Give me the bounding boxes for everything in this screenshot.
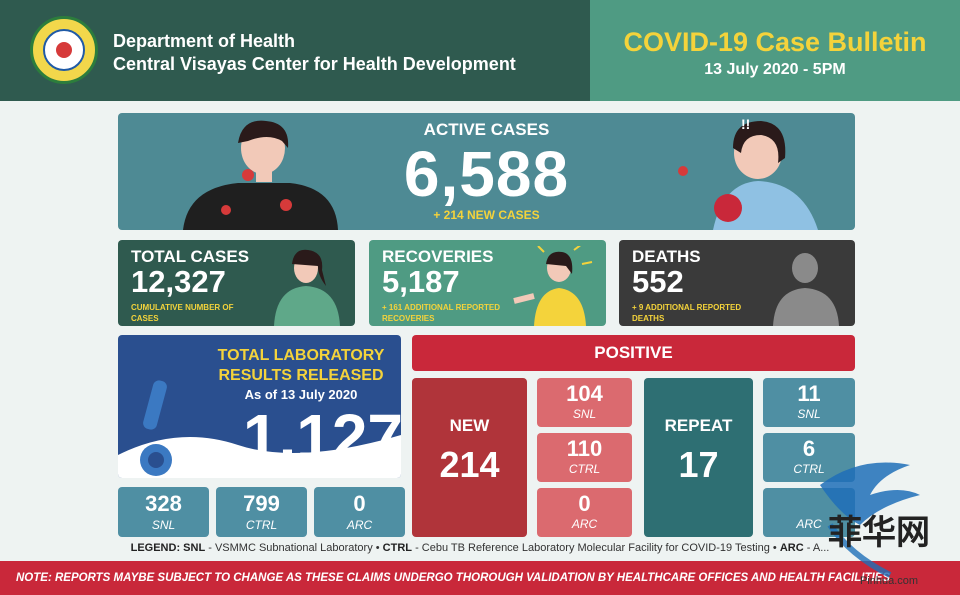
positive-new-label: NEW — [449, 416, 490, 435]
total-cases-card: TOTAL CASES 12,327 CUMULATIVE NUMBER OF … — [118, 240, 355, 326]
watermark-url: Pinhua.com — [860, 575, 919, 587]
deaths-value: 552 — [632, 264, 684, 299]
bulletin-date: 13 July 2020 - 5PM — [704, 61, 846, 78]
bulletin-header — [590, 0, 960, 101]
doh-seal-icon — [30, 16, 98, 84]
total-cases-note: CUMULATIVE NUMBER OF CASES — [131, 303, 234, 323]
legend-ctrl-key: CTRL — [382, 542, 412, 554]
lab-results-panel: TOTAL LABORATORY RESULTS RELEASED As of … — [118, 335, 401, 478]
positive-new-value: 214 — [439, 444, 500, 485]
org-name: Department of Health — [113, 31, 296, 51]
lab-ctrl-value: 799 — [243, 491, 280, 516]
person-silhouette-illustration — [773, 253, 839, 326]
lab-arc-value: 0 — [353, 491, 366, 516]
legend-title: LEGEND: — [130, 542, 181, 554]
footer-note: NOTE: REPORTS MAYBE SUBJECT TO CHANGE AS… — [0, 561, 960, 595]
deaths-label: DEATHS — [632, 247, 701, 266]
positive-repeat-label: REPEAT — [664, 416, 733, 435]
active-cases-label: ACTIVE CASES — [423, 120, 550, 139]
new-ctrl-tile: 110 CTRL — [537, 433, 632, 482]
sick-person-illustration — [183, 120, 338, 230]
positive-repeat-tile: REPEAT 17 — [644, 378, 753, 537]
new-arc-tile: 0 ARC — [537, 488, 632, 537]
test-tube-virus-icon — [140, 380, 172, 476]
new-snl-tile: 104 SNL — [537, 378, 632, 427]
deaths-note: + 9 ADDITIONAL REPORTED DEATHS — [632, 303, 742, 323]
svg-text:!!: !! — [741, 116, 750, 132]
positive-header: POSITIVE — [412, 335, 855, 371]
lab-arc-label: ARC — [346, 518, 373, 532]
active-new-cases: + 214 NEW CASES — [433, 208, 540, 222]
watermark-text: 菲华网 — [828, 513, 930, 553]
active-cases-panel: !! ACTIVE CASES 6,588 + 214 NEW CASES — [118, 113, 855, 230]
lab-snl-label: SNL — [151, 518, 176, 532]
legend-snl-desc: - VSMMC Subnational Laboratory — [208, 542, 373, 554]
deaths-card: DEATHS 552 + 9 ADDITIONAL REPORTED DEATH… — [619, 240, 855, 326]
recoveries-card: RECOVERIES 5,187 + 161 ADDITIONAL REPORT… — [369, 240, 606, 326]
org-subname: Central Visayas Center for Health Develo… — [113, 54, 516, 74]
legend-snl-key: SNL — [183, 542, 206, 554]
lab-as-of: As of 13 July 2020 — [244, 387, 358, 402]
woman-illustration — [274, 249, 340, 326]
total-cases-label: TOTAL CASES — [131, 247, 250, 266]
new-arc-label: ARC — [571, 517, 598, 531]
header-bar — [0, 0, 590, 101]
lab-ctrl-label: CTRL — [245, 518, 278, 532]
bulletin-title: COVID-19 Case Bulletin — [623, 27, 927, 57]
new-snl-value: 104 — [566, 381, 603, 406]
legend: LEGEND: SNL - VSMMC Subnational Laborato… — [130, 542, 830, 554]
legend-arc-key: ARC — [779, 542, 804, 554]
positive-new-tile: NEW 214 — [412, 378, 527, 537]
new-arc-value: 0 — [578, 491, 591, 516]
repeat-snl-label: SNL — [797, 407, 821, 421]
repeat-snl-tile: 11 SNL — [763, 378, 855, 427]
legend-arc-desc: - A... — [806, 542, 830, 554]
repeat-ctrl-label: CTRL — [793, 462, 825, 476]
recoveries-note: + 161 ADDITIONAL REPORTED RECOVERIES — [382, 303, 501, 323]
lab-ctrl-tile: 799 CTRL — [216, 487, 307, 537]
recoveries-label: RECOVERIES — [382, 247, 494, 266]
total-cases-value: 12,327 — [131, 264, 226, 299]
recovered-person-illustration — [513, 246, 593, 326]
repeat-ctrl-value: 6 — [802, 436, 816, 461]
lab-snl-tile: 328 SNL — [118, 487, 209, 537]
legend-ctrl-desc: - Cebu TB Reference Laboratory Molecular… — [415, 542, 770, 554]
lab-arc-tile: 0 ARC — [314, 487, 405, 537]
new-ctrl-label: CTRL — [568, 462, 601, 476]
wave-decoration — [118, 435, 401, 478]
active-cases-value: 6,588 — [403, 138, 570, 210]
lab-title: TOTAL LABORATORY RESULTS RELEASED — [217, 347, 385, 384]
dragon-watermark-icon — [820, 462, 920, 578]
positive-repeat-value: 17 — [678, 444, 719, 485]
repeat-snl-value: 11 — [797, 381, 821, 406]
lab-value: 1,127 — [242, 401, 401, 473]
repeat-arc-label: ARC — [796, 517, 822, 531]
new-snl-label: SNL — [572, 407, 597, 421]
lab-snl-value: 328 — [145, 491, 182, 516]
new-ctrl-value: 110 — [566, 436, 603, 461]
coughing-person-illustration: !! — [678, 116, 818, 230]
recoveries-value: 5,187 — [382, 264, 460, 299]
